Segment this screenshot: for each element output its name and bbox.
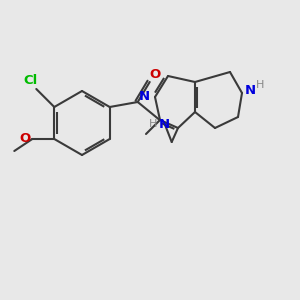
Text: O: O (149, 68, 160, 82)
Text: N: N (159, 118, 170, 130)
Text: H: H (148, 119, 157, 129)
Text: N: N (244, 85, 256, 98)
Text: N: N (138, 91, 150, 103)
Text: O: O (20, 133, 31, 146)
Text: H: H (256, 80, 264, 90)
Text: Cl: Cl (23, 74, 38, 86)
